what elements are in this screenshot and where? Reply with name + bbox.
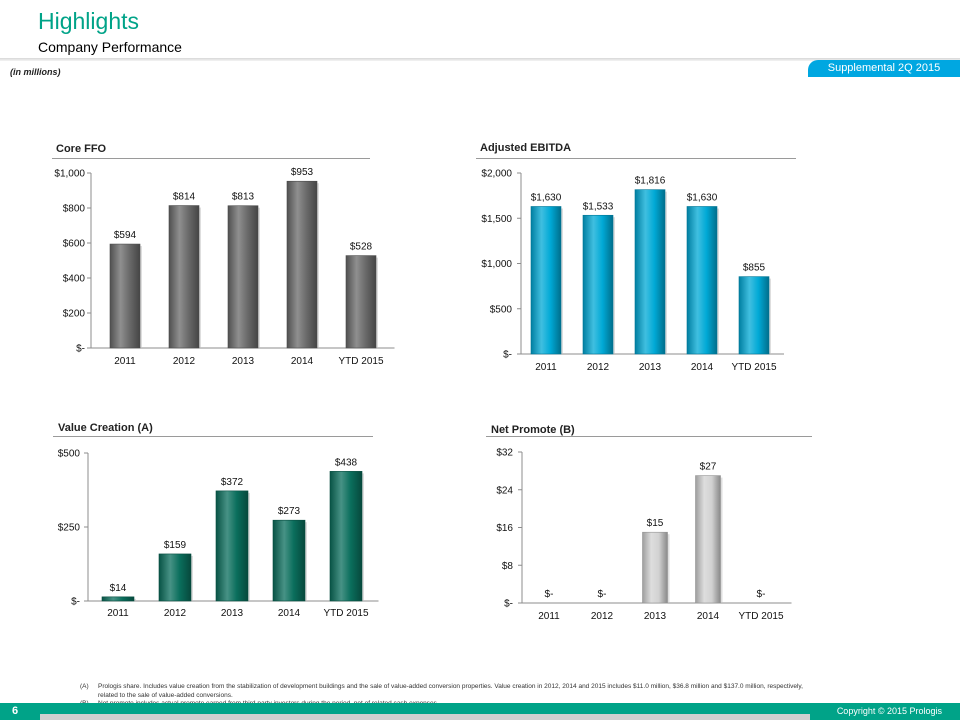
page-subtitle: Company Performance bbox=[38, 39, 182, 55]
footnote-a: (A) Prologis share. Includes value creat… bbox=[80, 683, 810, 700]
y-tick-label: $2,000 bbox=[481, 169, 512, 180]
y-tick-label: $1,500 bbox=[481, 214, 512, 225]
x-tick-label: 2013 bbox=[221, 608, 244, 619]
data-label: $- bbox=[598, 589, 607, 600]
chart-title-adjusted-ebitda: Adjusted EBITDA bbox=[480, 142, 572, 154]
data-label: $814 bbox=[173, 192, 196, 203]
copyright: Copyright © 2015 Prologis bbox=[810, 703, 960, 720]
y-tick-label: $250 bbox=[58, 523, 81, 534]
x-tick-label: YTD 2015 bbox=[338, 356, 383, 367]
x-tick-label: 2011 bbox=[535, 362, 557, 373]
chart-title-value-creation: Value Creation (A) bbox=[58, 422, 153, 434]
chart-title-core-ffo: Core FFO bbox=[56, 143, 107, 155]
data-label: $- bbox=[545, 589, 554, 600]
bar bbox=[738, 276, 770, 355]
bar bbox=[345, 255, 377, 349]
bar bbox=[582, 214, 614, 355]
y-tick-label: $800 bbox=[63, 204, 86, 215]
x-tick-label: 2012 bbox=[587, 362, 610, 373]
y-tick-label: $1,000 bbox=[481, 259, 512, 270]
x-tick-label: 2011 bbox=[538, 611, 560, 622]
bar bbox=[272, 519, 306, 602]
bar bbox=[227, 205, 259, 349]
x-tick-label: YTD 2015 bbox=[731, 362, 776, 373]
bar bbox=[109, 243, 141, 349]
y-tick-label: $200 bbox=[63, 309, 86, 320]
data-label: $273 bbox=[278, 506, 301, 517]
y-tick-label: $16 bbox=[496, 523, 513, 534]
data-label: $1,630 bbox=[531, 192, 562, 203]
data-label: $1,816 bbox=[635, 176, 666, 187]
bar bbox=[695, 475, 721, 604]
data-label: $- bbox=[757, 589, 766, 600]
page-title: Highlights bbox=[38, 8, 139, 34]
chart-rule bbox=[486, 436, 812, 437]
footer-grey-strip bbox=[40, 714, 810, 720]
data-label: $27 bbox=[700, 462, 717, 473]
footnote-key: (A) bbox=[80, 683, 89, 690]
bar bbox=[329, 471, 363, 602]
page-number: 6 bbox=[0, 703, 40, 720]
chart-title-net-promote: Net Promote (B) bbox=[491, 424, 575, 436]
y-tick-label: $400 bbox=[63, 274, 86, 285]
bar bbox=[530, 206, 562, 355]
x-tick-label: 2011 bbox=[107, 608, 129, 619]
bar bbox=[215, 490, 249, 602]
footnote-text: Prologis share. Includes value creation … bbox=[98, 683, 803, 699]
data-label: $855 bbox=[743, 263, 766, 274]
data-label: $953 bbox=[291, 167, 314, 178]
data-label: $372 bbox=[221, 477, 244, 488]
data-label: $14 bbox=[110, 583, 127, 594]
data-label: $15 bbox=[647, 518, 664, 529]
x-tick-label: YTD 2015 bbox=[323, 608, 368, 619]
data-label: $438 bbox=[335, 457, 358, 468]
y-tick-label: $32 bbox=[496, 448, 513, 459]
supplemental-badge: Supplemental 2Q 2015 bbox=[808, 60, 960, 77]
x-tick-label: 2014 bbox=[291, 356, 314, 367]
chart-rule bbox=[52, 158, 370, 159]
y-tick-label: $8 bbox=[502, 561, 514, 572]
x-tick-label: 2013 bbox=[232, 356, 255, 367]
bar bbox=[158, 553, 192, 602]
data-label: $159 bbox=[164, 540, 187, 551]
bar bbox=[286, 180, 318, 349]
y-tick-label: $1,000 bbox=[54, 169, 85, 180]
y-tick-label: $500 bbox=[490, 304, 513, 315]
x-tick-label: 2012 bbox=[173, 356, 196, 367]
x-tick-label: 2013 bbox=[639, 362, 662, 373]
data-label: $1,630 bbox=[687, 192, 718, 203]
header-divider bbox=[0, 58, 960, 61]
units-note: (in millions) bbox=[10, 67, 61, 77]
y-tick-label: $- bbox=[71, 597, 80, 608]
bar bbox=[686, 206, 718, 355]
x-tick-label: 2014 bbox=[697, 611, 720, 622]
y-tick-label: $500 bbox=[58, 449, 81, 460]
chart-rule bbox=[53, 436, 373, 437]
y-tick-label: $- bbox=[503, 350, 512, 361]
bar bbox=[642, 531, 668, 604]
y-tick-label: $600 bbox=[63, 239, 86, 250]
y-tick-label: $- bbox=[504, 599, 513, 610]
chart-rule bbox=[476, 158, 796, 159]
data-label: $813 bbox=[232, 192, 255, 203]
bar bbox=[168, 205, 200, 349]
data-label: $1,533 bbox=[583, 201, 614, 212]
x-tick-label: 2012 bbox=[591, 611, 614, 622]
x-tick-label: 2014 bbox=[278, 608, 301, 619]
x-tick-label: YTD 2015 bbox=[738, 611, 783, 622]
data-label: $594 bbox=[114, 230, 137, 241]
y-tick-label: $- bbox=[76, 344, 85, 355]
bar bbox=[101, 596, 135, 602]
x-tick-label: 2012 bbox=[164, 608, 187, 619]
bar bbox=[634, 189, 666, 355]
x-tick-label: 2014 bbox=[691, 362, 714, 373]
x-tick-label: 2011 bbox=[114, 356, 136, 367]
x-tick-label: 2013 bbox=[644, 611, 667, 622]
y-tick-label: $24 bbox=[496, 485, 513, 496]
data-label: $528 bbox=[350, 242, 373, 253]
